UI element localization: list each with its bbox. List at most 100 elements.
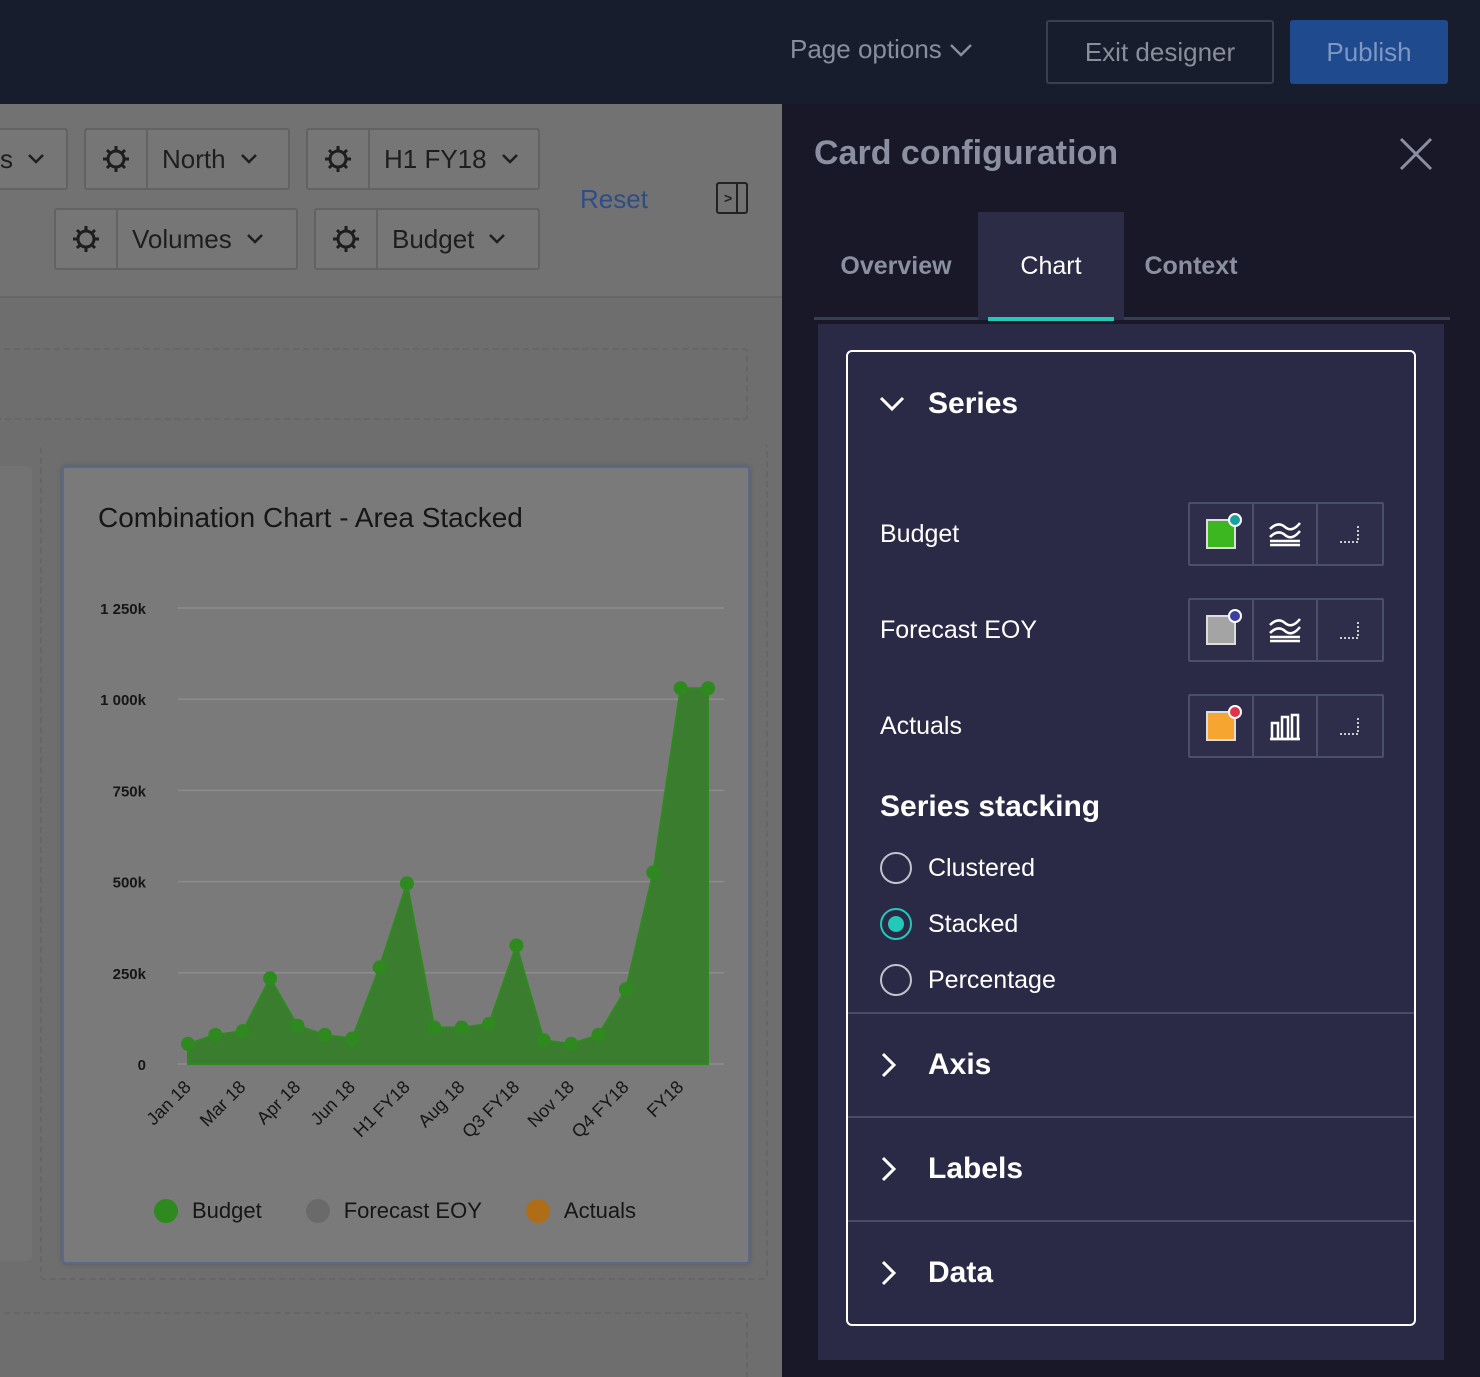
bar-icon — [1270, 713, 1300, 741]
legend-label: Actuals — [563, 1198, 637, 1223]
labels-section-header[interactable]: Labels — [848, 1118, 1414, 1220]
area-icon — [1269, 618, 1301, 643]
legend-item[interactable]: Forecast EOY — [305, 1198, 482, 1224]
radio-button[interactable] — [880, 852, 912, 884]
gear-icon[interactable] — [316, 210, 378, 268]
top-bar: Page options Exit designer Publish — [0, 0, 1480, 104]
section-title: Data — [928, 1256, 994, 1289]
data-point — [454, 1020, 469, 1035]
filter-label: Volumes — [132, 223, 232, 254]
legend-item[interactable]: Budget — [154, 1198, 262, 1224]
data-point — [208, 1027, 223, 1042]
axis-icon — [1340, 622, 1359, 639]
color-swatch — [1206, 609, 1242, 645]
publish-button[interactable]: Publish — [1290, 20, 1448, 84]
filter-period[interactable]: H1 FY18 — [306, 128, 540, 190]
series-axis-button[interactable] — [1318, 600, 1382, 660]
series-section-header[interactable]: Series — [848, 378, 1414, 430]
series-label: Budget — [880, 519, 960, 548]
dashboard-canvas: s North H1 FY18 — [0, 104, 782, 1377]
axis-icon — [1340, 526, 1359, 543]
chevron-down-icon — [240, 154, 257, 164]
empty-drop-zone — [0, 348, 748, 420]
series-color-button[interactable] — [1190, 600, 1254, 660]
section-divider — [848, 1220, 1414, 1222]
data-point — [345, 1031, 360, 1046]
data-point — [509, 938, 524, 953]
series-controls — [1188, 502, 1384, 566]
filter-label: North — [162, 143, 226, 174]
axis-section-header[interactable]: Axis — [848, 1014, 1414, 1116]
section-title: Series — [928, 387, 1019, 420]
y-tick-label: 750k — [113, 783, 147, 800]
adjacent-card — [0, 466, 32, 1261]
series-type-button[interactable] — [1254, 600, 1318, 660]
radio-label: Stacked — [928, 909, 1019, 938]
x-tick-label: Aug 18 — [414, 1077, 468, 1131]
filter-dropdown-partial[interactable]: s — [0, 128, 68, 190]
reset-link[interactable]: Reset — [580, 184, 648, 214]
color-swatch — [1206, 705, 1242, 741]
x-tick-label: Q4 FY18 — [568, 1077, 633, 1142]
series-axis-button[interactable] — [1318, 504, 1382, 564]
drop-zone-column — [40, 444, 768, 1280]
series-axis-button[interactable] — [1318, 696, 1382, 756]
chart-card[interactable]: Combination Chart - Area Stacked 0 250k 50… — [62, 466, 750, 1264]
data-point — [673, 681, 688, 696]
x-tick-label: Q3 FY18 — [458, 1077, 523, 1142]
exit-designer-button[interactable]: Exit designer — [1046, 20, 1274, 84]
legend-swatch — [305, 1199, 330, 1223]
series-color-button[interactable] — [1190, 504, 1254, 564]
tab-chart[interactable]: Chart — [978, 212, 1124, 321]
series-type-button[interactable] — [1254, 696, 1318, 756]
data-point — [646, 865, 661, 880]
x-tick-label: Nov 18 — [524, 1077, 578, 1131]
legend-item[interactable]: Actuals — [525, 1198, 637, 1224]
data-point — [482, 1016, 497, 1031]
x-tick-label: Mar 18 — [196, 1077, 250, 1131]
tab-context[interactable]: Context — [1144, 251, 1238, 280]
page-options-menu[interactable]: Page options — [790, 34, 974, 65]
axis-icon — [1340, 718, 1359, 735]
series-color-button[interactable] — [1190, 696, 1254, 756]
x-tick-label: Apr 18 — [253, 1077, 305, 1129]
series-controls — [1188, 598, 1384, 662]
chevron-down-icon — [246, 234, 263, 244]
panel-title: Card configuration — [814, 134, 1119, 172]
data-point — [427, 1020, 442, 1035]
empty-drop-zone — [0, 1312, 748, 1377]
gear-icon[interactable] — [56, 210, 118, 268]
collapse-panel-icon[interactable]: > — [716, 182, 748, 214]
series-label: Actuals — [880, 711, 962, 740]
filter-label: Budget — [392, 223, 475, 254]
filter-region[interactable]: North — [84, 128, 290, 190]
series-type-button[interactable] — [1254, 504, 1318, 564]
radio-button[interactable] — [880, 964, 912, 996]
data-section-header[interactable]: Data — [848, 1222, 1414, 1324]
y-tick-label: 250k — [113, 966, 147, 983]
gear-icon[interactable] — [308, 130, 370, 188]
chevron-down-icon — [879, 396, 905, 412]
y-tick-label: 1 000k — [100, 692, 147, 709]
filter-scenario[interactable]: Budget — [314, 208, 540, 270]
gear-icon[interactable] — [86, 130, 148, 188]
filter-label: s — [0, 143, 13, 174]
data-point — [235, 1024, 250, 1039]
tab-overview[interactable]: Overview — [840, 251, 952, 280]
data-point — [536, 1033, 551, 1048]
card-configuration-panel: Card configuration Overview Chart Contex… — [782, 104, 1480, 1377]
radio-label: Percentage — [928, 965, 1056, 994]
radio-clustered[interactable]: Clustered — [880, 852, 1035, 884]
radio-stacked[interactable]: Stacked — [880, 908, 1018, 940]
data-point — [591, 1027, 606, 1042]
series-controls — [1188, 694, 1384, 758]
filter-measure[interactable]: Volumes — [54, 208, 298, 270]
close-icon[interactable] — [1398, 136, 1434, 172]
chevron-down-icon — [949, 43, 972, 57]
chart-legend: Budget Forecast EOY Actuals — [154, 1198, 636, 1224]
filter-label: H1 FY18 — [384, 143, 487, 174]
radio-percentage[interactable]: Percentage — [880, 964, 1056, 996]
chevron-right-icon — [881, 1052, 897, 1078]
radio-button[interactable] — [880, 908, 912, 940]
chart-title: Combination Chart - Area Stacked — [98, 502, 523, 533]
